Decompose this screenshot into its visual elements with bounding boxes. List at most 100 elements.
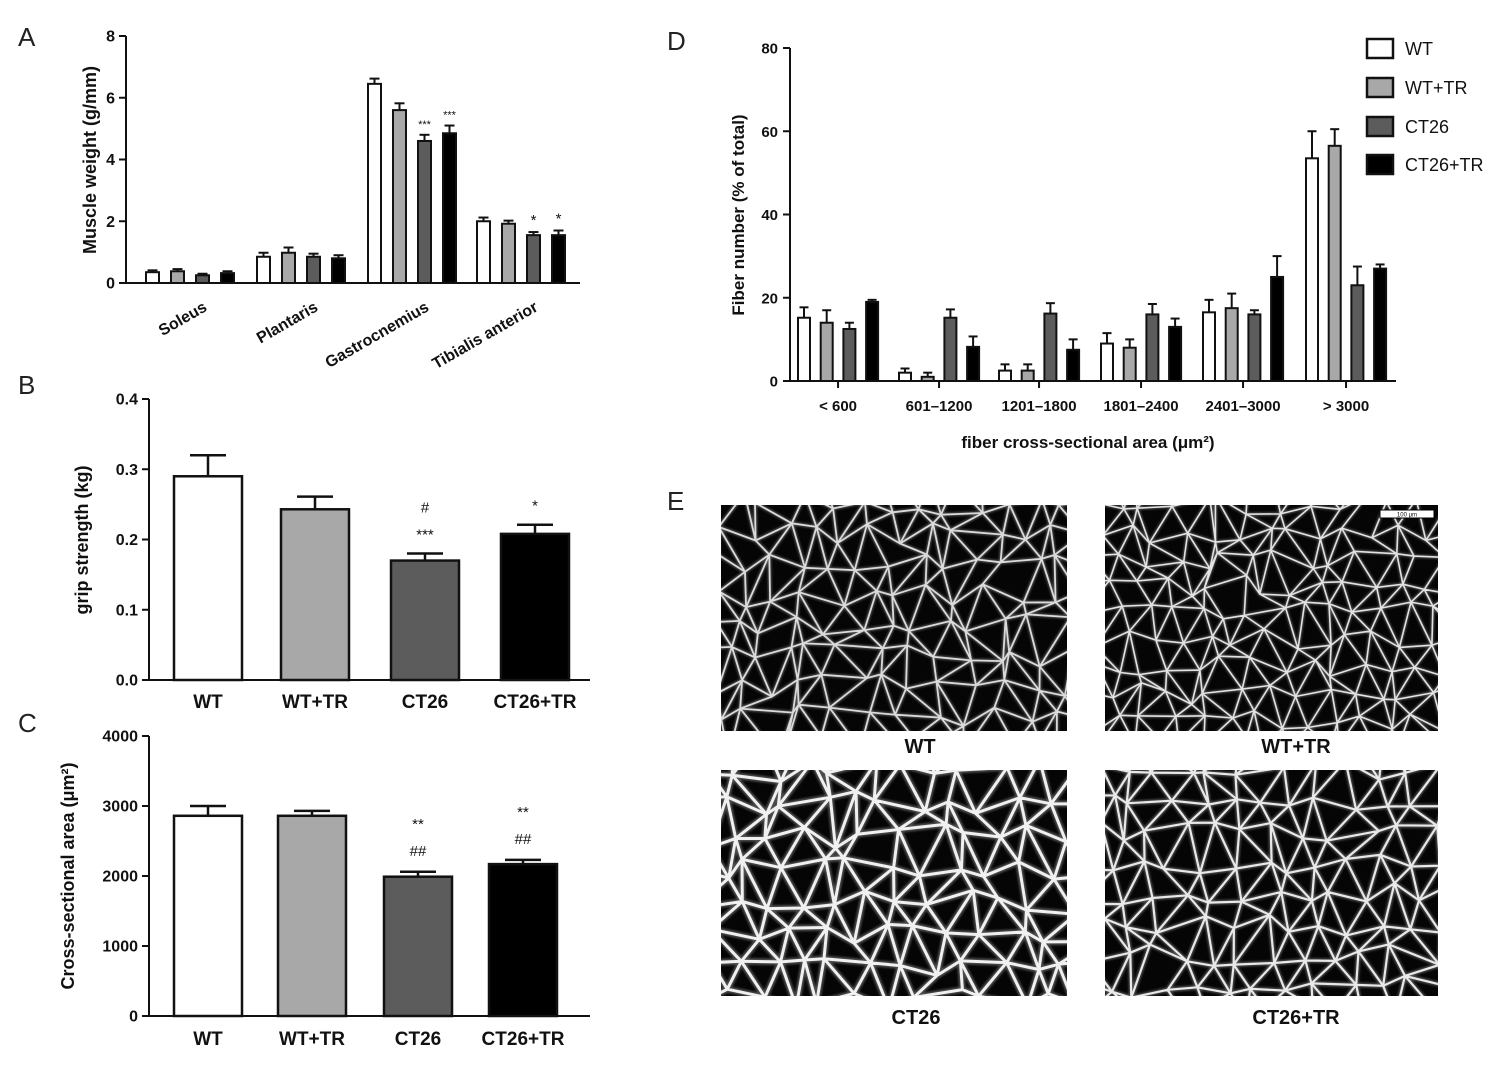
panel-a-ct26-bar: [417, 139, 432, 284]
legend-label-wt: WT: [1405, 39, 1433, 59]
panel-d-wt-bar: [898, 371, 912, 382]
legend-label-ct26: CT26: [1405, 117, 1449, 137]
panel-d-ct26-bar: [1043, 312, 1058, 383]
panel-d-xlabel: fiber cross-sectional area (μm²): [961, 433, 1214, 452]
panel-a-wt-tr-bar: [392, 109, 407, 284]
panel-letter-d: D: [667, 26, 686, 56]
panel-d-wt-tr-bar: [819, 321, 834, 383]
panel-a-ct26-tr-bar: [442, 132, 457, 284]
panel-c-significance-mark: **: [412, 816, 424, 833]
micrograph-label-wt: WT: [904, 736, 935, 758]
micrograph-fiber-network: [1105, 505, 1438, 731]
panel-b-ct26-bar: [389, 559, 461, 682]
panel-d-ct26-tr-bar: [865, 300, 880, 383]
micrograph-wt-tr: [1105, 505, 1438, 731]
panel-b-y-tick-label: 0.4: [116, 392, 138, 409]
panel-b-ylabel: grip strength (kg): [72, 466, 92, 615]
panel-d-y-tick-label: 80: [761, 41, 778, 58]
panel-c-significance-mark: ##: [410, 843, 427, 860]
panel-c-significance-mark: ##: [515, 831, 532, 848]
chart-panel-d: Fiber number (% of total) fiber cross-se…: [729, 37, 1484, 452]
panel-d-ct26-tr-bar: [1066, 348, 1081, 382]
panel-a-wt-tr-bar: [281, 251, 296, 284]
panel-d-wt-bar: [998, 369, 1012, 382]
panel-d-wt-tr-bar: [920, 375, 935, 382]
panel-d-wt-tr-bar: [1224, 307, 1239, 382]
legend-label-wt-tr: WT+TR: [1405, 78, 1468, 98]
panel-a-significance-mark: ***: [443, 110, 457, 122]
micrograph-fiber-borders: [721, 770, 1067, 996]
panel-a-wt-bar: [145, 271, 160, 285]
panel-a-wt-tr-bar: [501, 222, 516, 284]
panel-letter-b: B: [18, 370, 35, 400]
panel-d-wt-bar: [1305, 157, 1319, 382]
panel-a-category-label: Plantaris: [254, 299, 321, 348]
panel-d-ct26-bar: [842, 327, 857, 382]
panel-d-wt-tr-bar: [1020, 369, 1035, 382]
chart-panel-c: Cross-sectional area (μm²) 0 1000 2000 3000…: [58, 729, 590, 1050]
legend-swatch-wt: [1365, 37, 1395, 60]
panel-d-y-tick-label: 60: [761, 124, 778, 141]
panel-a-y-tick-label: 2: [106, 214, 115, 231]
panel-d-category-label: 1201–1800: [1002, 398, 1077, 415]
panel-c-wt-tr-bar: [276, 814, 348, 1018]
panel-d-category-label: > 3000: [1323, 398, 1369, 415]
micrograph-ct26: [721, 770, 1067, 996]
panel-d-ct26-tr-bar: [1270, 275, 1285, 382]
micrograph-fiber-borders: [1105, 505, 1438, 731]
panel-b-category-label: WT+TR: [282, 692, 348, 713]
panel-d-category-label: 601–1200: [906, 398, 973, 415]
legend-swatch-wt-tr: [1365, 76, 1395, 99]
micrograph-fiber-network: [1105, 770, 1438, 996]
panel-a-y-tick-label: 8: [106, 29, 115, 46]
scale-bar-text: 100 μm: [1397, 513, 1417, 519]
panel-a-ct26-bar: [306, 255, 321, 285]
panel-d-category-label: 2401–3000: [1206, 398, 1281, 415]
micrograph-ct26-tr: [1105, 770, 1438, 996]
micrograph-fiber-network: [721, 505, 1067, 731]
panel-d-ct26-tr-bar: [1168, 325, 1183, 383]
panel-c-wt-bar: [172, 814, 244, 1018]
panel-c-significance-mark: **: [517, 804, 529, 821]
panel-c-category-label: CT26: [395, 1029, 441, 1050]
panel-d-ct26-bar: [943, 316, 958, 383]
panel-a-category-label: Tibialis anterior: [430, 299, 541, 373]
legend-swatch-ct26: [1365, 115, 1395, 138]
panel-d-ct26-bar: [1247, 313, 1262, 382]
micrograph-label-wt-tr: WT+TR: [1261, 736, 1331, 758]
panel-a-y-tick-label: 0: [106, 276, 115, 293]
panel-d-wt-tr-bar: [1327, 144, 1342, 382]
panel-d-category-label: 1801–2400: [1104, 398, 1179, 415]
panel-b-ct26-tr-bar: [499, 532, 571, 682]
panel-b-wt-bar: [172, 475, 244, 682]
panel-a-ct26-bar: [526, 234, 541, 285]
panel-a-ct26-tr-bar: [551, 234, 566, 285]
panel-a-category-label: Soleus: [156, 299, 210, 340]
panel-c-y-tick-label: 3000: [102, 799, 138, 816]
panel-d-wt-tr-bar: [1122, 346, 1137, 383]
panel-d-ct26-bar: [1350, 284, 1365, 383]
micrograph-label-ct26-tr: CT26+TR: [1252, 1007, 1340, 1029]
panel-b-y-tick-label: 0.1: [116, 602, 138, 619]
panel-d-category-label: < 600: [819, 398, 857, 415]
panel-d-ylabel: Fiber number (% of total): [729, 114, 748, 315]
panel-c-category-label: CT26+TR: [482, 1029, 565, 1050]
legend-label-ct26-tr: CT26+TR: [1405, 155, 1484, 175]
panel-b-wt-tr-bar: [279, 508, 351, 682]
panel-d-wt-bar: [1202, 311, 1216, 383]
panel-d-wt-bar: [1100, 342, 1114, 383]
panel-letter-e: E: [667, 486, 684, 516]
panel-c-y-tick-label: 0: [129, 1009, 138, 1026]
chart-panel-b: grip strength (kg) 0.0 0.1 0.2 0.3 0.4 WT WT+T…: [72, 392, 590, 713]
micrograph-fiber-network: [721, 770, 1067, 996]
panel-a-significance-mark: *: [556, 211, 562, 228]
panel-c-y-tick-label: 1000: [102, 939, 138, 956]
panel-letter-c: C: [18, 708, 37, 738]
panel-a-y-tick-label: 6: [106, 90, 115, 107]
panel-d-y-tick-label: 40: [761, 207, 778, 224]
chart-panel-a: Muscle weight (g/mm) 0 2 4 6 8 Soleus Plantari…: [80, 29, 580, 373]
panel-b-significance-mark: *: [532, 498, 538, 515]
micrograph-fiber-borders: [1105, 770, 1438, 996]
panel-a-wt-bar: [256, 255, 271, 285]
micrograph-label-ct26: CT26: [892, 1007, 941, 1029]
